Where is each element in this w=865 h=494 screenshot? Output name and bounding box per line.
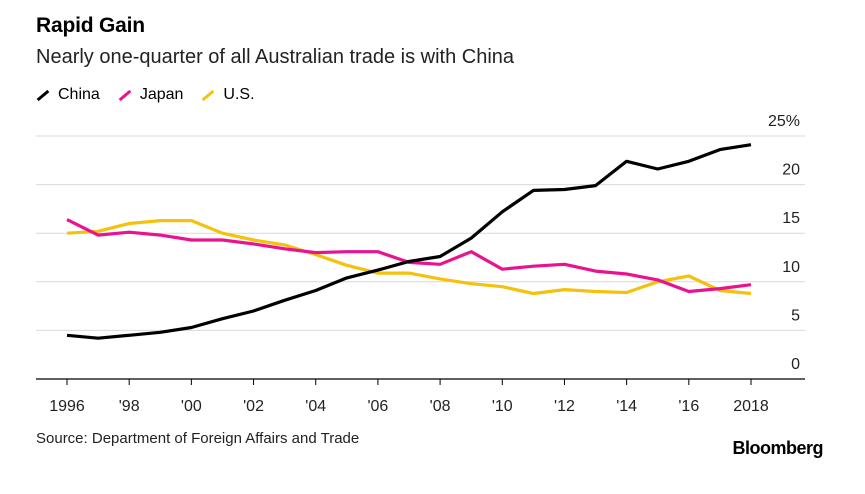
y-tick-label: 20: [782, 162, 800, 179]
y-tick-label: 10: [782, 259, 800, 276]
chart-title: Rapid Gain: [36, 14, 145, 37]
series-lines: [66, 143, 752, 340]
legend-item-japan: Japan: [118, 86, 184, 104]
x-tick-label: '12: [554, 398, 575, 415]
legend-item-us: U.S.: [201, 86, 255, 104]
y-axis-tick-labels: 0 5 10 15 20 25%: [768, 113, 800, 373]
x-tick-label: '16: [678, 398, 699, 415]
x-tick-label: '02: [243, 398, 264, 415]
x-tick-label: 1996: [49, 398, 85, 415]
x-tick-label: 2018: [733, 398, 769, 415]
legend-label-us: U.S.: [223, 86, 255, 103]
bloomberg-logo: Bloomberg: [732, 438, 823, 458]
legend-label-japan: Japan: [139, 86, 184, 103]
x-tick-label: '14: [616, 398, 637, 415]
chart-subtitle: Nearly one-quarter of all Australian tra…: [36, 46, 515, 68]
x-tick-label: '04: [305, 398, 326, 415]
series-line-japan: [66, 218, 752, 294]
legend-item-china: China: [36, 86, 100, 104]
source-note: Source: Department of Foreign Affairs an…: [36, 430, 360, 447]
x-axis: 1996 '98 '00 '02 '04 '06 '08 '10 '12 '14 '16 2018: [36, 378, 805, 415]
x-tick-label: '98: [119, 398, 140, 415]
y-tick-label: 25%: [768, 113, 800, 130]
x-tick-label: '00: [181, 398, 202, 415]
legend-label-china: China: [58, 86, 100, 103]
legend: China Japan U.S.: [36, 86, 273, 104]
x-tick-label: '08: [430, 398, 451, 415]
y-tick-label: 5: [791, 307, 800, 324]
series-line-us: [66, 219, 752, 296]
series-line-china: [66, 143, 752, 340]
y-tick-label: 0: [791, 356, 800, 373]
y-tick-label: 15: [782, 210, 800, 227]
x-tick-label: '06: [367, 398, 388, 415]
x-tick-label: '10: [492, 398, 513, 415]
